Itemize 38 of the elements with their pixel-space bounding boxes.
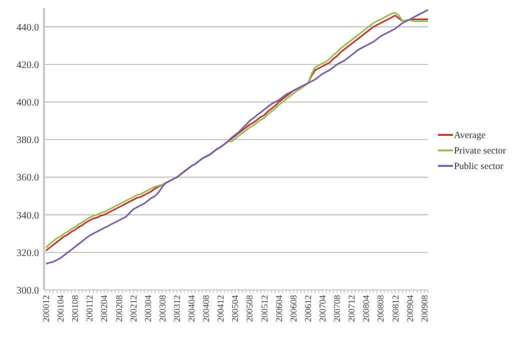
x-tick-label: 200712 xyxy=(346,295,357,322)
x-tick-label: 200512 xyxy=(259,295,270,322)
x-tick-label: 200808 xyxy=(376,294,386,322)
y-tick-label: 360.0 xyxy=(16,172,39,184)
y-tick-label: 300.0 xyxy=(16,286,39,296)
y-tick-label: 440.0 xyxy=(16,22,39,34)
x-tick-label: 200604 xyxy=(274,294,284,322)
x-tick-label: 200404 xyxy=(186,294,197,322)
x-tick-label: 200904 xyxy=(404,294,415,322)
x-tick-label: 200704 xyxy=(317,294,328,322)
legend-label: Private sector xyxy=(454,146,507,157)
legend-label: Average xyxy=(454,131,486,142)
legend-label: Public sector xyxy=(454,162,504,172)
x-tick-label: 200908 xyxy=(419,294,430,322)
x-tick-label: 200308 xyxy=(157,294,168,322)
y-tick-label: 340.0 xyxy=(16,210,39,222)
x-tick-label: 200412 xyxy=(216,295,226,322)
y-tick-label: 420.0 xyxy=(16,60,39,71)
y-tick-label: 380.0 xyxy=(16,135,39,146)
x-tick-label: 200304 xyxy=(142,294,153,322)
x-tick-label: 200608 xyxy=(288,294,298,322)
x-tick-label: 200708 xyxy=(332,294,342,322)
x-tick-label: 200208 xyxy=(114,294,124,322)
x-tick-label: 200212 xyxy=(128,295,138,322)
x-tick-label: 200612 xyxy=(302,295,313,322)
x-tick-label: 200812 xyxy=(390,295,400,322)
x-tick-label: 200104 xyxy=(56,294,66,322)
x-tick-label: 200508 xyxy=(244,294,255,322)
x-tick-label: 200804 xyxy=(361,294,372,322)
x-tick-label: 200204 xyxy=(99,294,110,322)
x-tick-label: 200408 xyxy=(201,294,212,322)
y-tick-label: 400.0 xyxy=(16,98,39,108)
x-tick-label: 200312 xyxy=(172,295,182,322)
x-tick-label: 200108 xyxy=(70,294,80,322)
y-tick-label: 320.0 xyxy=(16,248,39,259)
x-tick-label: 200112 xyxy=(84,295,95,322)
x-tick-label: 200504 xyxy=(230,294,240,322)
x-tick-label: 200012 xyxy=(41,295,51,322)
